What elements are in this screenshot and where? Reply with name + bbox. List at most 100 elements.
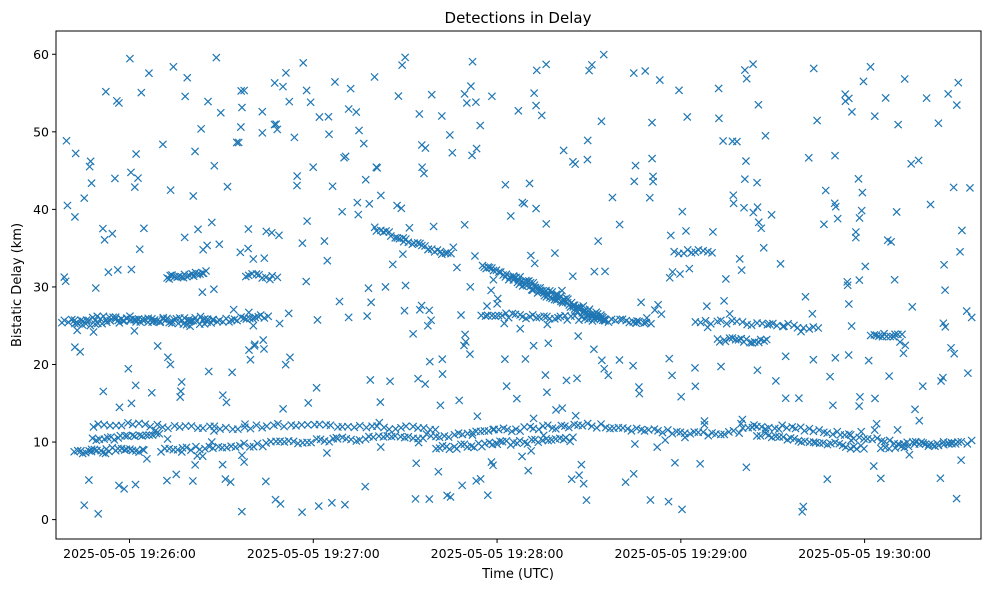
data-point xyxy=(167,316,176,326)
data-point xyxy=(276,499,285,508)
data-point xyxy=(846,430,855,439)
data-point xyxy=(870,426,879,435)
data-point xyxy=(590,267,599,276)
data-point xyxy=(244,224,253,234)
y-axis-label: Bistatic Delay (km) xyxy=(10,223,25,347)
data-point xyxy=(512,394,521,403)
data-point xyxy=(583,419,592,428)
data-point xyxy=(101,87,110,96)
data-point xyxy=(742,74,751,83)
data-point xyxy=(678,505,687,514)
data-point xyxy=(275,319,284,328)
data-point xyxy=(293,172,302,181)
data-point xyxy=(521,354,530,363)
data-point xyxy=(722,319,731,328)
data-point xyxy=(537,111,546,120)
data-point xyxy=(616,315,625,324)
data-point xyxy=(393,233,402,242)
data-point xyxy=(797,327,806,336)
data-point xyxy=(142,431,151,440)
data-point xyxy=(235,441,244,450)
data-point xyxy=(507,427,516,436)
data-point xyxy=(201,266,211,276)
data-point xyxy=(344,313,353,322)
data-point xyxy=(191,442,200,451)
data-point xyxy=(237,86,246,95)
data-point xyxy=(847,107,856,116)
data-point xyxy=(885,372,894,381)
data-point xyxy=(115,318,124,327)
data-point xyxy=(152,429,161,438)
data-point xyxy=(99,387,108,396)
data-point xyxy=(222,398,231,407)
data-point xyxy=(734,335,743,344)
data-point xyxy=(309,163,318,172)
data-point xyxy=(207,218,216,227)
data-point xyxy=(466,82,475,91)
data-point xyxy=(778,421,787,430)
data-point xyxy=(470,251,479,261)
data-point xyxy=(359,139,368,148)
data-point xyxy=(877,436,886,445)
data-point xyxy=(401,53,410,62)
data-point xyxy=(460,220,469,229)
data-point xyxy=(322,448,331,457)
data-point xyxy=(87,445,96,454)
data-point xyxy=(90,445,99,454)
data-point xyxy=(394,92,403,101)
data-point xyxy=(830,151,840,160)
data-point xyxy=(480,439,489,448)
data-point xyxy=(128,431,137,440)
data-point xyxy=(686,429,695,438)
data-point xyxy=(98,224,107,233)
data-point xyxy=(557,286,566,295)
data-point xyxy=(424,245,433,254)
data-point xyxy=(258,128,267,137)
data-point xyxy=(215,240,224,249)
data-point xyxy=(421,144,430,153)
data-point xyxy=(302,277,311,286)
data-point xyxy=(114,98,123,107)
data-point xyxy=(668,371,677,380)
data-point xyxy=(78,449,87,458)
data-point xyxy=(629,361,638,370)
data-point xyxy=(412,459,421,468)
data-point xyxy=(500,319,509,328)
data-point xyxy=(729,199,738,208)
data-point xyxy=(485,263,494,272)
data-point xyxy=(101,449,110,458)
data-point xyxy=(376,398,385,407)
data-point xyxy=(262,422,271,431)
data-point xyxy=(756,431,765,440)
data-point xyxy=(597,117,606,126)
data-point xyxy=(84,476,93,485)
data-point xyxy=(62,136,71,145)
data-point xyxy=(907,159,916,168)
data-point xyxy=(887,237,896,246)
data-point xyxy=(404,432,413,441)
data-point xyxy=(209,426,219,435)
data-point xyxy=(106,316,115,325)
data-point xyxy=(197,124,206,133)
data-point xyxy=(73,326,82,335)
data-point xyxy=(444,433,453,442)
data-point xyxy=(696,318,705,327)
data-point xyxy=(631,161,640,170)
data-point xyxy=(346,84,355,93)
data-point xyxy=(343,422,352,431)
data-point xyxy=(568,157,577,166)
data-point xyxy=(274,231,284,240)
data-point xyxy=(558,404,567,413)
data-point xyxy=(163,434,172,443)
data-point xyxy=(870,330,879,339)
data-point xyxy=(414,438,423,447)
data-point xyxy=(534,438,543,447)
data-point xyxy=(670,458,679,467)
data-point xyxy=(258,107,267,116)
data-point xyxy=(456,440,465,449)
data-point xyxy=(117,421,126,430)
data-point xyxy=(174,272,183,281)
data-point xyxy=(338,207,347,216)
data-point xyxy=(601,267,610,276)
